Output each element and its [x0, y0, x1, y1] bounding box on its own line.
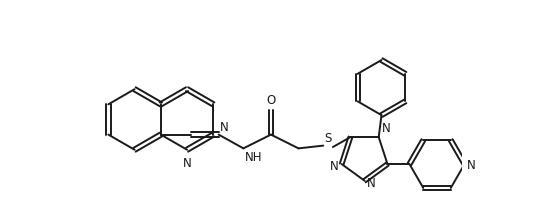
Text: S: S: [324, 132, 332, 145]
Text: O: O: [266, 93, 275, 106]
Text: N: N: [220, 121, 229, 134]
Text: N: N: [382, 122, 390, 135]
Text: N: N: [330, 159, 339, 172]
Text: NH: NH: [245, 150, 262, 163]
Text: N: N: [367, 176, 376, 189]
Text: N: N: [467, 158, 476, 171]
Text: N: N: [183, 156, 191, 169]
